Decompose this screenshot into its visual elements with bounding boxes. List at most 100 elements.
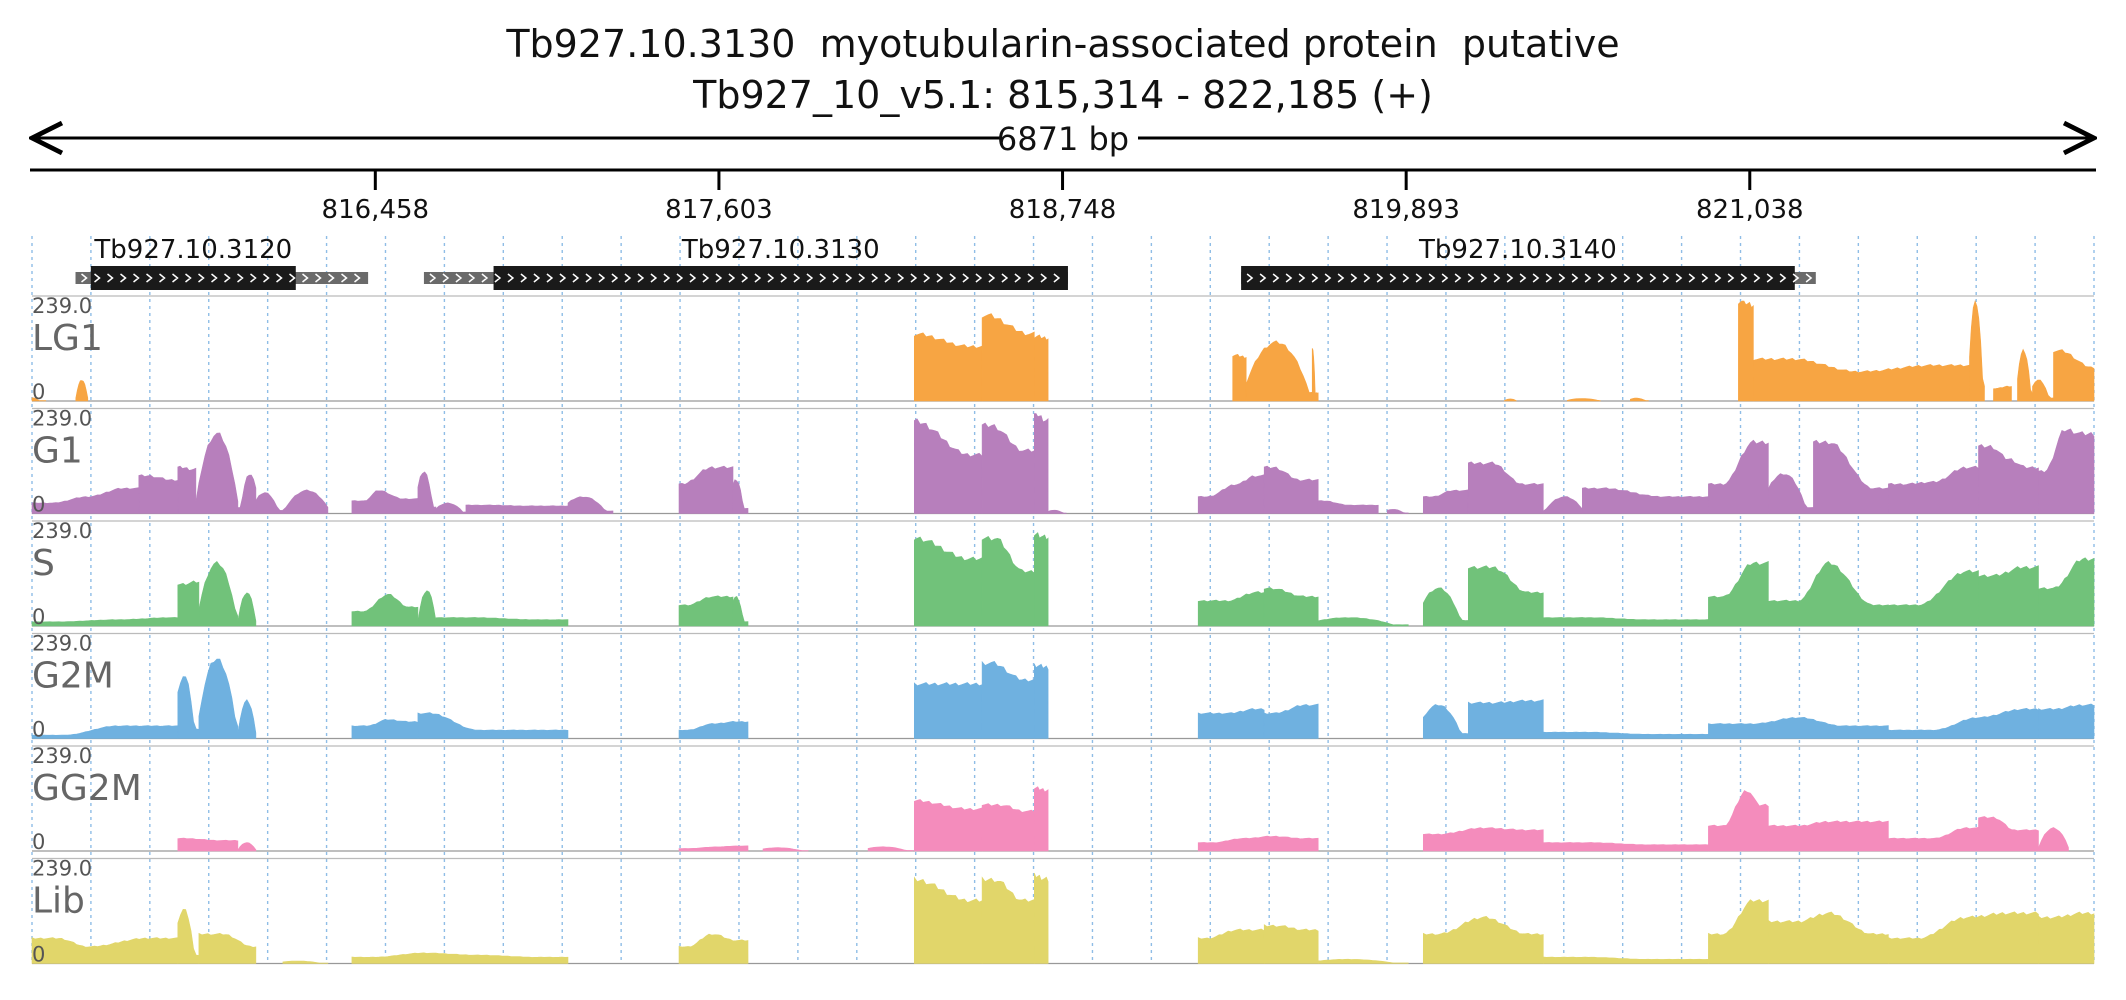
- coverage-segment: [31, 937, 179, 964]
- coverage-segment: [1422, 489, 1469, 514]
- coverage-segment: [255, 492, 284, 514]
- gene-label: Tb927.10.3120: [93, 235, 292, 265]
- gene-model[interactable]: Tb927.10.3130: [423, 235, 1068, 290]
- coverage-segment: [1197, 928, 1265, 964]
- coverage-segment: [1813, 439, 1889, 514]
- track-max-label: 239.0: [32, 632, 92, 656]
- coverage-segment: [732, 479, 749, 514]
- coverage-segment: [1768, 560, 1889, 627]
- coverage-segment: [2053, 349, 2095, 402]
- coverage-segment: [177, 676, 200, 739]
- coverage-segment: [732, 595, 749, 627]
- coverage-segment: [177, 908, 200, 964]
- coverage-segment: [237, 474, 257, 514]
- coverage-segment: [1467, 461, 1544, 514]
- coverage-segment: [1263, 703, 1319, 739]
- coverage-segment: [282, 489, 329, 514]
- gene-cds: [493, 266, 1068, 290]
- coverage-segment: [1708, 560, 1769, 627]
- coverage-segment: [1768, 911, 1889, 964]
- strand-chevrons: [81, 273, 361, 283]
- strand-chevrons: [429, 273, 1061, 283]
- coverage-segment: [435, 502, 467, 514]
- gridlines: [31, 236, 2095, 962]
- span-arrow: 6871 bp: [32, 120, 2094, 158]
- coverage-segment: [1422, 915, 1544, 964]
- coverage-segment: [678, 933, 749, 964]
- track-name: G1: [32, 431, 83, 472]
- coverage-segment: [31, 617, 179, 627]
- coverage-segment: [1047, 509, 1067, 514]
- coverage-segment: [1753, 357, 1970, 402]
- coverage-segment: [1197, 835, 1319, 852]
- coverage-segment: [237, 592, 257, 627]
- coverage-segment: [1467, 699, 1544, 739]
- coverage-segment: [981, 536, 1035, 627]
- ruler-tick-label: 816,458: [322, 195, 430, 225]
- coverage-segment: [237, 699, 257, 739]
- coverage-segment: [867, 846, 914, 852]
- coverage-segment: [177, 465, 197, 514]
- track-name: GG2M: [32, 768, 142, 809]
- coverage-segment: [1422, 704, 1469, 739]
- coverage-segment: [913, 799, 983, 852]
- coverage-segment: [237, 842, 257, 852]
- coverage-segment: [198, 932, 257, 964]
- coverage-segment: [1768, 473, 1814, 514]
- coverage-segment: [1708, 899, 1769, 964]
- coverage-segment: [417, 471, 437, 514]
- coverage-segment: [1542, 956, 1709, 964]
- coverage-segment: [1317, 617, 1409, 627]
- coverage-segment: [1034, 663, 1049, 739]
- coverage-segment: [1978, 565, 2039, 627]
- track-name: Lib: [32, 881, 85, 922]
- coverage-segment: [1566, 398, 1601, 402]
- coverage-segment: [2038, 827, 2069, 852]
- coverage-segment: [1888, 707, 2039, 739]
- track-min-label: 0: [32, 380, 45, 404]
- coverage-segment: [351, 490, 419, 514]
- coverage-tracks: 239.00LG1239.00G1239.00S239.00G2M239.00G…: [31, 294, 2095, 967]
- coverage-track: 239.0 0 GG2M: [32, 744, 2094, 854]
- coverage-segment: [1888, 826, 1979, 852]
- coverage-segment: [1708, 790, 1769, 852]
- coverage-segment: [2038, 911, 2095, 964]
- gene-model[interactable]: Tb927.10.3120: [75, 235, 369, 290]
- coverage-segment: [1768, 820, 1889, 852]
- coverage-segment: [198, 560, 239, 627]
- coverage-segment: [1033, 786, 1049, 852]
- locus-label: Tb927_10_v5.1: 815,314 - 822,185 (+): [693, 73, 1433, 117]
- coverage-segment: [435, 617, 569, 627]
- coverage-segment: [1993, 385, 2012, 402]
- coverage-segment: [1422, 587, 1469, 627]
- gene-label: Tb927.10.3140: [1418, 235, 1617, 265]
- coverage-segment: [1263, 924, 1319, 964]
- coverage-track: 239.0 0 G1: [31, 407, 2095, 517]
- track-max-label: 239.0: [32, 407, 92, 431]
- coverage-segment: [1232, 353, 1247, 402]
- coverage-segment: [2038, 557, 2095, 627]
- coverage-segment: [913, 876, 983, 964]
- coverage-segment: [417, 712, 569, 739]
- track-name: LG1: [32, 318, 103, 359]
- ruler-tick-label: 817,603: [665, 195, 773, 225]
- coverage-segment: [1629, 397, 1649, 402]
- coverage-segment: [351, 952, 569, 964]
- coverage-segment: [138, 474, 179, 514]
- coverage-segment: [913, 536, 983, 627]
- coverage-segment: [1033, 413, 1049, 514]
- coverage-segment: [1034, 872, 1049, 964]
- coverage-segment: [31, 487, 140, 514]
- coverage-segment: [177, 837, 239, 852]
- gene-model[interactable]: Tb927.10.3140: [1241, 235, 1816, 290]
- coverage-segment: [1888, 569, 1979, 627]
- coverage-segment: [1033, 532, 1049, 627]
- coverage-segment: [1978, 444, 2039, 514]
- coverage-segment: [1888, 911, 2039, 964]
- coverage-segment: [465, 504, 569, 514]
- coverage-track: 239.0 0 S: [31, 519, 2095, 629]
- coverage-segment: [1386, 509, 1409, 514]
- coverage-segment: [1467, 565, 1544, 627]
- coverage-segment: [2017, 348, 2033, 402]
- coverage-segment: [913, 682, 983, 739]
